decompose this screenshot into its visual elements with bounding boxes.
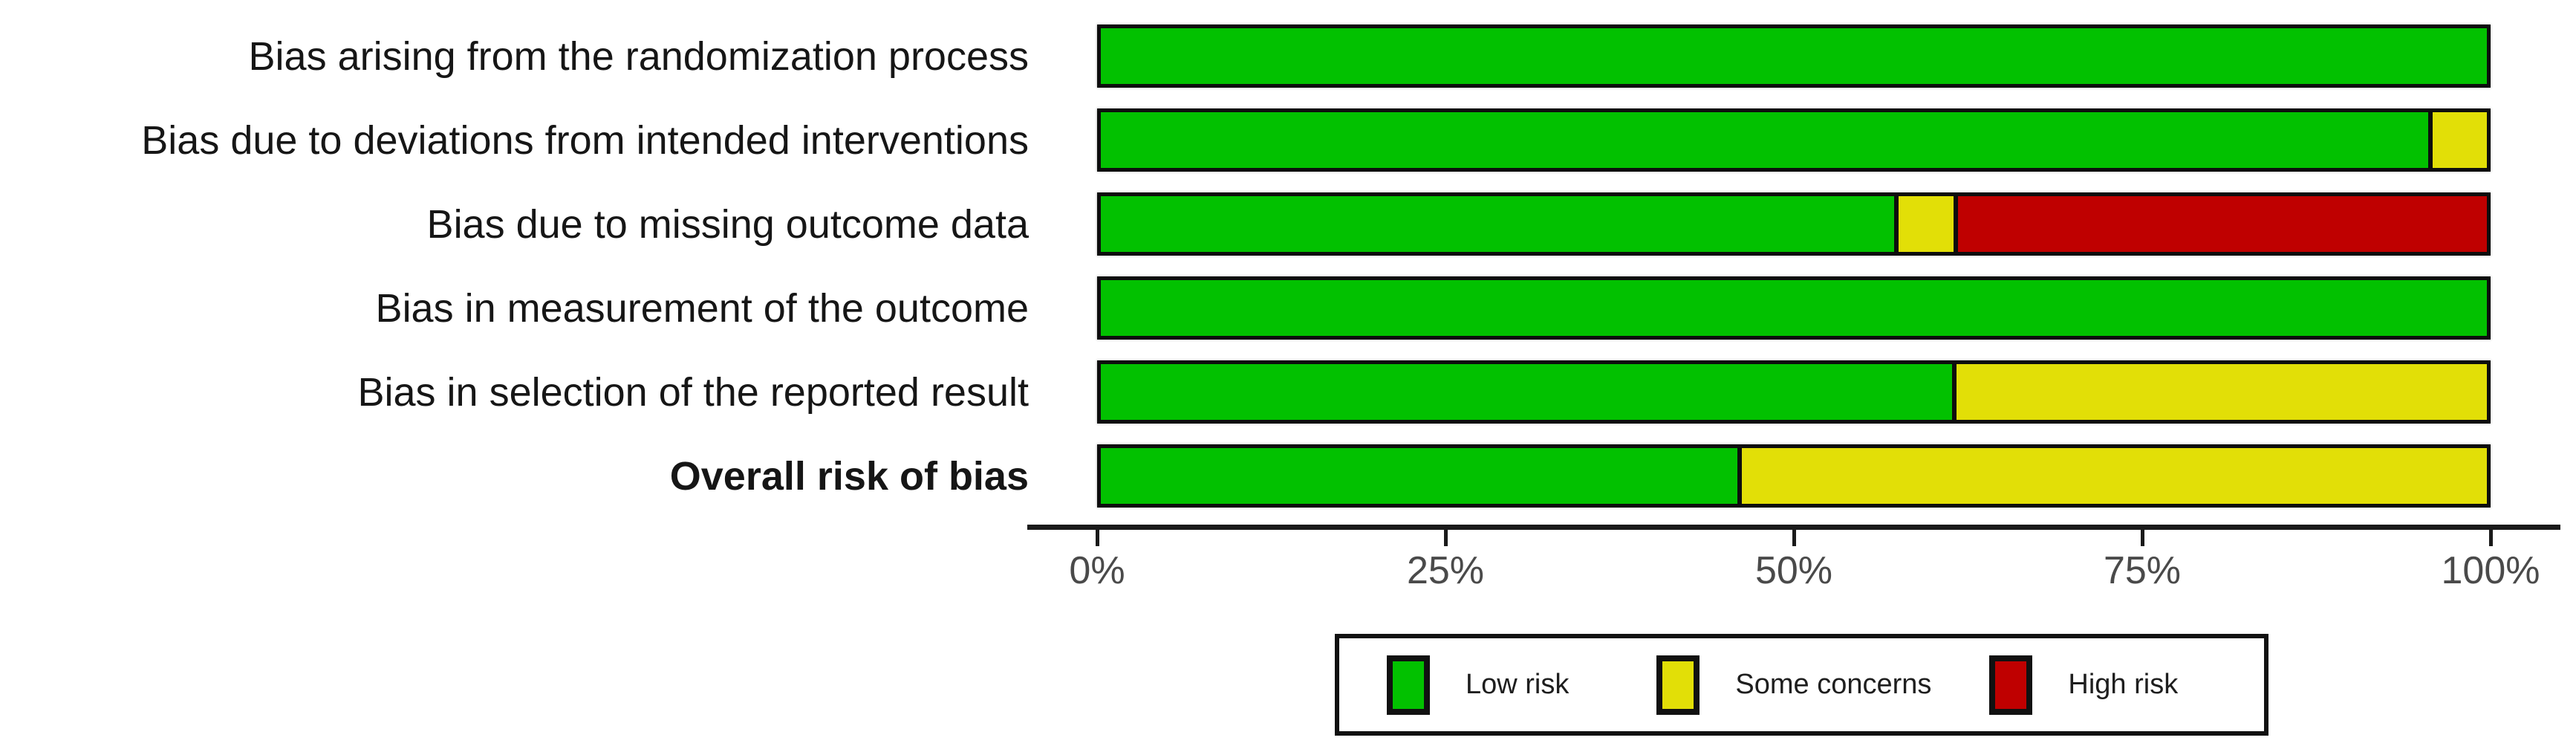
risk-bar <box>1097 192 2491 256</box>
row-label-selection: Bias in selection of the reported result <box>357 369 1030 415</box>
axis-tick <box>1096 530 1099 546</box>
x-tick-label-50: 50% <box>1754 549 1833 592</box>
legend-item-low-risk: Low risk <box>1387 655 1569 715</box>
axis-tick <box>1792 530 1796 546</box>
legend-label-some-concerns: Some concerns <box>1735 669 1932 700</box>
axis-tick <box>2141 530 2144 546</box>
risk-bar <box>1097 360 2491 424</box>
bar-segment-low-risk <box>1101 196 1894 252</box>
axis-tick <box>2489 530 2493 546</box>
legend-swatch-high-risk <box>1989 655 2033 715</box>
bar-segment-low-risk <box>1101 448 1738 504</box>
risk-bar <box>1097 276 2491 340</box>
row-label-measurement: Bias in measurement of the outcome <box>375 285 1029 331</box>
row-label-missing-data: Bias due to missing outcome data <box>426 201 1029 247</box>
legend-label-low-risk: Low risk <box>1466 669 1570 700</box>
risk-bar <box>1097 25 2491 88</box>
bar-segment-low-risk <box>1101 364 1952 420</box>
row-label-deviations: Bias due to deviations from intended int… <box>141 117 1029 163</box>
legend-label-high-risk: High risk <box>2068 669 2179 700</box>
risk-bar <box>1097 444 2491 508</box>
risk-bar <box>1097 108 2491 172</box>
bar-segment-some-concerns <box>1951 364 2487 420</box>
row-label-overall: Overall risk of bias <box>669 453 1029 499</box>
legend-item-high-risk: High risk <box>1989 655 2178 715</box>
x-tick-label-25: 25% <box>1406 549 1485 592</box>
bar-segment-high-risk <box>1954 196 2487 252</box>
axis-tick <box>1444 530 1448 546</box>
legend-item-some-concerns: Some concerns <box>1656 655 1931 715</box>
row-label-randomization: Bias arising from the randomization proc… <box>248 33 1029 79</box>
x-axis-line <box>1027 525 2560 530</box>
legend: Low risk Some concerns High risk <box>1335 634 2268 736</box>
legend-swatch-low-risk <box>1387 655 1430 715</box>
x-tick-label-0: 0% <box>1069 549 1125 592</box>
bar-segment-some-concerns <box>1893 196 1954 252</box>
bar-segment-some-concerns <box>1737 448 2487 504</box>
legend-swatch-some-concerns <box>1656 655 1700 715</box>
bar-segment-low-risk <box>1101 28 2487 84</box>
bar-segment-some-concerns <box>2428 112 2487 168</box>
x-tick-label-75: 75% <box>2103 549 2182 592</box>
x-tick-label-100: 100% <box>2441 549 2540 592</box>
bar-segment-low-risk <box>1101 280 2487 336</box>
bar-segment-low-risk <box>1101 112 2429 168</box>
